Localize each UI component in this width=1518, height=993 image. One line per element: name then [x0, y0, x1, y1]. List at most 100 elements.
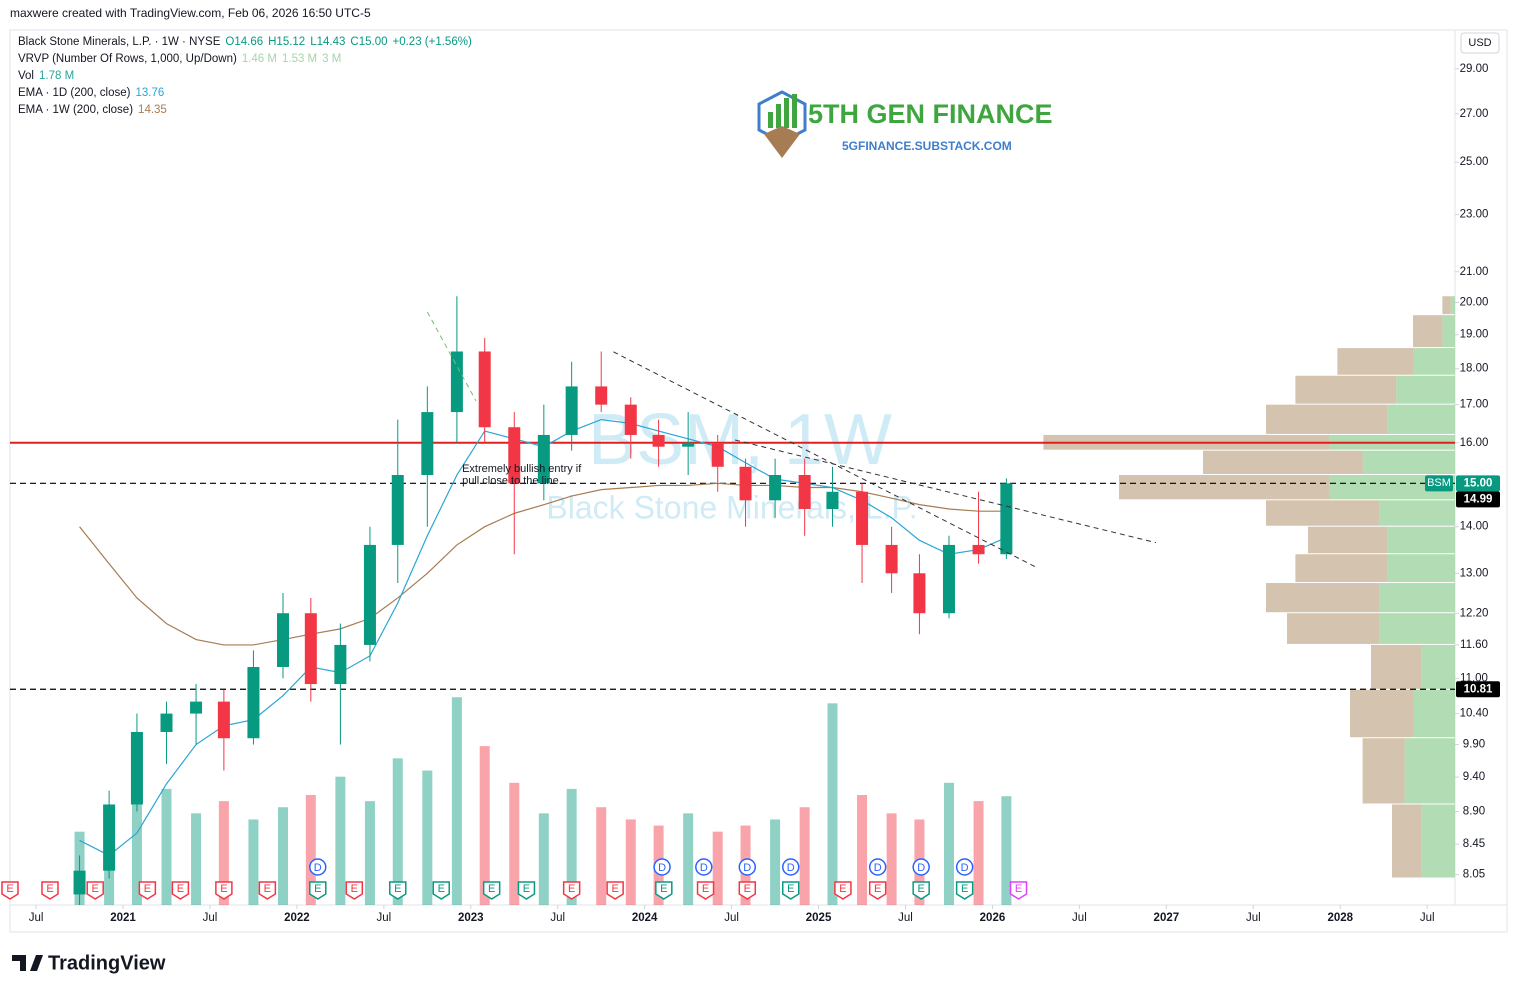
currency[interactable]: USD: [1468, 37, 1491, 49]
brand-name: TradingView: [48, 952, 166, 974]
dividend-badge: [955, 858, 974, 876]
x-tick-label: Jul: [1420, 912, 1435, 924]
y-tick-label: 27.00: [1460, 108, 1489, 120]
candle-body: [247, 666, 260, 739]
dividend-label: D: [961, 862, 969, 874]
x-tick-label: Jul: [898, 912, 913, 924]
profile-up: [1379, 500, 1455, 526]
candle-body: [913, 573, 926, 614]
dividend-label: D: [917, 862, 925, 874]
volume-bar: [886, 813, 897, 905]
plot-area: BSM, 1W Black Stone Minerals, L.P.Extreme…: [10, 296, 1455, 905]
candle-body: [624, 404, 637, 435]
x-tick-label: 2022: [284, 912, 310, 924]
earnings-marker: E: [738, 881, 757, 900]
x-tick-label: 2027: [1154, 912, 1180, 924]
legend-value: 1.78 M: [39, 70, 74, 82]
dividend-label: D: [874, 862, 882, 874]
x-tick-label: Jul: [377, 912, 392, 924]
x-tick-label: 2023: [458, 912, 484, 924]
earnings-label: E: [523, 883, 530, 895]
legend-value: 14.35: [138, 104, 167, 116]
candle-body: [885, 544, 898, 574]
earnings-badge: [482, 881, 501, 900]
dividend-label: D: [314, 862, 322, 874]
legend-label: Black Stone Minerals, L.P. · 1W · NYSE: [18, 36, 221, 48]
logo: 5TH GEN FINANCE 5GFINANCE.SUBSTACK.COM: [757, 90, 1053, 158]
candle-body: [769, 475, 782, 501]
dividend-marker: D: [912, 858, 930, 876]
x-tick-label: 2026: [980, 912, 1006, 924]
frame: [9, 29, 1508, 933]
logo-title: 5TH GEN FINANCE: [808, 99, 1053, 129]
earnings-label: E: [1015, 883, 1022, 895]
earnings-label: E: [961, 883, 968, 895]
earnings-badge: [738, 881, 757, 900]
price-tag: [1456, 681, 1500, 698]
earnings-label: E: [6, 883, 13, 895]
logo-bar: [784, 98, 789, 128]
y-tick-label: 17.00: [1460, 399, 1489, 411]
legend-value: L14.43: [310, 36, 345, 48]
earnings-badge: [955, 881, 974, 900]
volume-bar: [191, 813, 202, 905]
candle-body: [798, 475, 811, 509]
candle-body: [363, 544, 376, 645]
earnings-label: E: [177, 883, 184, 895]
profile-up: [1387, 554, 1455, 583]
profile-down: [1362, 738, 1405, 804]
volume-bar: [683, 813, 694, 905]
x-tick-label: Jul: [29, 912, 44, 924]
dividend-label: D: [658, 862, 666, 874]
profile-up: [1396, 375, 1455, 404]
watermark-symbol: BSM, 1W: [588, 400, 892, 480]
y-tick-label: 11.60: [1460, 639, 1488, 651]
y-tick-label: 12.20: [1460, 607, 1489, 619]
earnings-marker: E: [345, 881, 364, 900]
logo-subtitle: 5GFINANCE.SUBSTACK.COM: [842, 139, 1012, 153]
volume-bar: [857, 795, 868, 905]
earnings-marker: E: [1009, 881, 1028, 900]
volume-bar: [509, 782, 520, 905]
candle-body: [537, 434, 550, 484]
profile-down: [1295, 375, 1397, 404]
profile-down: [1266, 583, 1380, 613]
earnings-label: E: [220, 883, 227, 895]
earnings-marker: E: [309, 881, 327, 900]
volume-bar: [278, 807, 289, 905]
footer-brand: TradingView: [12, 952, 166, 974]
legend-value: 13.76: [135, 87, 164, 99]
candle-body: [478, 351, 491, 428]
dividend-badge: [868, 858, 887, 876]
earnings-badge: [258, 881, 277, 900]
candle-body: [73, 870, 86, 895]
earnings-badge: [389, 881, 407, 900]
credit: maxwere created with TradingView.com, Fe…: [10, 6, 371, 20]
earnings-label: E: [92, 883, 99, 895]
profile-up: [1450, 296, 1455, 315]
earnings-badge: [41, 881, 59, 900]
price-tag-label: 10.81: [1464, 683, 1493, 695]
earnings-label: E: [917, 883, 924, 895]
candle-body: [334, 644, 347, 685]
earnings-marker: E: [432, 881, 450, 900]
candle-body: [595, 386, 608, 405]
candle-body: [652, 434, 665, 447]
dividend-marker: D: [309, 858, 327, 876]
earnings-badge: [309, 881, 327, 900]
earnings-badge: [345, 881, 364, 900]
volume-bar: [218, 801, 229, 905]
y-tick-label: 23.00: [1460, 209, 1489, 221]
earnings-marker: E: [41, 881, 59, 900]
earnings-badge: [834, 881, 852, 900]
earnings-label: E: [839, 883, 846, 895]
currency-box[interactable]: [1460, 32, 1500, 54]
earnings-label: E: [702, 883, 709, 895]
y-tick-label: 18.00: [1460, 363, 1489, 375]
earnings-badge: [562, 881, 581, 900]
earnings-marker: E: [389, 881, 407, 900]
dividend-marker: D: [653, 858, 671, 876]
dividend-marker: D: [868, 858, 887, 876]
legend-value: 1.46 M: [242, 53, 277, 65]
legend-label: VRVP (Number Of Rows, 1,000, Up/Down): [18, 53, 237, 65]
